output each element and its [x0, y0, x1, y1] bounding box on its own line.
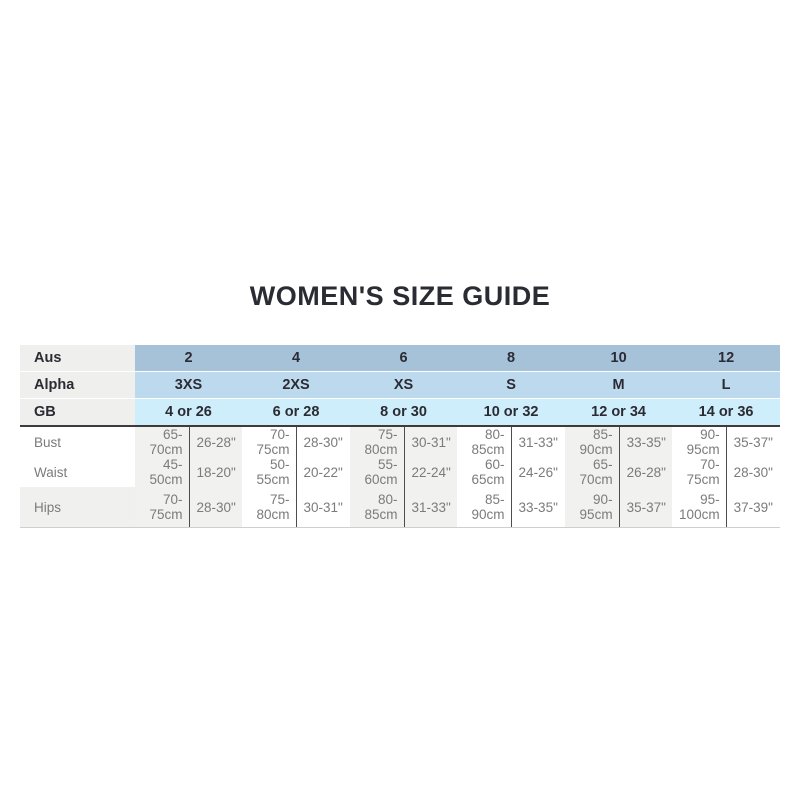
table-row-waist: Waist 45-50cm 18-20" 50-55cm 20-22" 55-6…: [20, 457, 781, 487]
hips-inch-cell: 28-30": [188, 487, 243, 528]
waist-inch-cell: 18-20": [188, 457, 243, 487]
row-label-gb: GB: [20, 398, 135, 427]
hips-inch-cell: 33-35": [510, 487, 566, 528]
gb-size-cell: 8 or 30: [350, 398, 458, 427]
bust-cm-cell: 75-80cm: [350, 426, 405, 457]
bust-inch-cell: 26-28": [188, 426, 243, 457]
gb-size-cell: 10 or 32: [457, 398, 566, 427]
table-row-aus: Aus 2 4 6 8 10 12: [20, 345, 781, 372]
bust-inch-cell: 28-30": [295, 426, 351, 457]
waist-inch-cell: 22-24": [403, 457, 458, 487]
aus-size-cell: 8: [457, 345, 566, 372]
alpha-size-cell: 2XS: [242, 371, 351, 399]
hips-cm-cell: 95-100cm: [672, 487, 727, 528]
hips-cm-cell: 90-95cm: [565, 487, 620, 528]
aus-size-cell: 4: [242, 345, 351, 372]
hips-cm-cell: 80-85cm: [350, 487, 405, 528]
waist-cm-cell: 70-75cm: [672, 457, 727, 487]
hips-inch-cell: 37-39": [725, 487, 781, 528]
alpha-size-cell: S: [457, 371, 566, 399]
row-label-waist: Waist: [20, 457, 135, 487]
hips-cm-cell: 85-90cm: [457, 487, 512, 528]
row-label-alpha: Alpha: [20, 371, 135, 399]
aus-size-cell: 2: [135, 345, 243, 372]
alpha-size-cell: M: [565, 371, 673, 399]
hips-inch-cell: 31-33": [403, 487, 458, 528]
alpha-size-cell: L: [672, 371, 781, 399]
gb-size-cell: 4 or 26: [135, 398, 243, 427]
waist-cm-cell: 60-65cm: [457, 457, 512, 487]
waist-cm-cell: 65-70cm: [565, 457, 620, 487]
table-row-gb: GB 4 or 26 6 or 28 8 or 30 10 or 32 12 o…: [20, 398, 781, 427]
row-label-aus: Aus: [20, 345, 135, 372]
hips-inch-cell: 30-31": [295, 487, 351, 528]
size-guide-table: Aus 2 4 6 8 10 12 Alpha 3XS 2XS XS S M L…: [20, 345, 781, 528]
gb-size-cell: 12 or 34: [565, 398, 673, 427]
table-row-alpha: Alpha 3XS 2XS XS S M L: [20, 371, 781, 399]
waist-cm-cell: 55-60cm: [350, 457, 405, 487]
alpha-size-cell: 3XS: [135, 371, 243, 399]
bust-cm-cell: 90-95cm: [672, 426, 727, 457]
alpha-size-cell: XS: [350, 371, 458, 399]
row-label-bust: Bust: [20, 426, 135, 457]
bust-inch-cell: 31-33": [510, 426, 566, 457]
table-row-bust: Bust 65-70cm 26-28" 70-75cm 28-30" 75-80…: [20, 426, 781, 457]
aus-size-cell: 6: [350, 345, 458, 372]
hips-cm-cell: 70-75cm: [135, 487, 189, 528]
waist-inch-cell: 28-30": [725, 457, 781, 487]
bust-cm-cell: 80-85cm: [457, 426, 512, 457]
bust-inch-cell: 33-35": [618, 426, 673, 457]
gb-size-cell: 14 or 36: [672, 398, 781, 427]
aus-size-cell: 10: [565, 345, 673, 372]
row-label-hips: Hips: [20, 487, 135, 528]
waist-inch-cell: 24-26": [510, 457, 566, 487]
aus-size-cell: 12: [672, 345, 781, 372]
waist-inch-cell: 26-28": [618, 457, 673, 487]
waist-inch-cell: 20-22": [295, 457, 351, 487]
table-row-hips: Hips 70-75cm 28-30" 75-80cm 30-31" 80-85…: [20, 487, 781, 528]
bust-inch-cell: 35-37": [725, 426, 781, 457]
bust-cm-cell: 70-75cm: [242, 426, 297, 457]
hips-inch-cell: 35-37": [618, 487, 673, 528]
bust-cm-cell: 65-70cm: [135, 426, 189, 457]
gb-size-cell: 6 or 28: [242, 398, 351, 427]
bust-cm-cell: 85-90cm: [565, 426, 620, 457]
waist-cm-cell: 50-55cm: [242, 457, 297, 487]
waist-cm-cell: 45-50cm: [135, 457, 189, 487]
bust-inch-cell: 30-31": [403, 426, 458, 457]
page-title: WOMEN'S SIZE GUIDE: [249, 281, 551, 311]
hips-cm-cell: 75-80cm: [242, 487, 297, 528]
